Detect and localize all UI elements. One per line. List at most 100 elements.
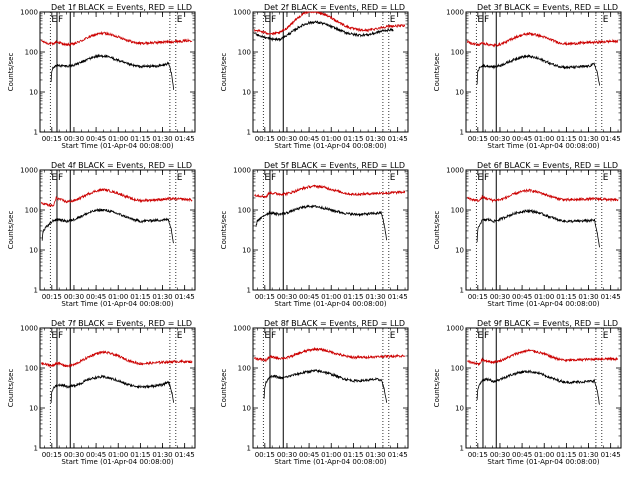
y-tick-label: 10 xyxy=(29,247,38,255)
x-tick-label: 01:00 xyxy=(108,293,128,301)
y-tick-label: 100 xyxy=(238,365,251,373)
x-tick-label: 00:45 xyxy=(86,451,106,459)
x-tick-label: 01:15 xyxy=(130,293,150,301)
y-tick-label: 1000 xyxy=(20,325,38,333)
panel-det-8f: Det 8f BLACK = Events, RED = LLD 1 10 100 10… xyxy=(220,319,409,466)
x-tick-label: 00:45 xyxy=(86,135,106,143)
y-axis-label: Counts/sec xyxy=(220,211,228,250)
x-tick-label: 00:45 xyxy=(512,293,532,301)
x-tick-label: 00:45 xyxy=(86,293,106,301)
marker-e: E xyxy=(51,173,57,183)
marker-e: E xyxy=(177,331,183,341)
x-tick-label: 00:45 xyxy=(299,451,319,459)
series-events xyxy=(50,53,174,90)
x-tick-label: 00:30 xyxy=(490,135,510,143)
panel-title: Det 5f BLACK = Events, RED = LLD xyxy=(264,161,405,170)
x-tick-label: 01:00 xyxy=(108,451,128,459)
y-tick-label: 1 xyxy=(247,287,251,295)
x-tick-label: 00:15 xyxy=(42,451,62,459)
y-tick-label: 10 xyxy=(29,405,38,413)
x-tick-label: 01:30 xyxy=(365,451,385,459)
series-events xyxy=(255,204,387,241)
series-events xyxy=(476,369,600,405)
series-lld xyxy=(254,346,406,363)
x-tick-label: 01:15 xyxy=(343,135,363,143)
series-lld xyxy=(41,187,193,208)
marker-f: F xyxy=(271,331,276,341)
y-tick-label: 100 xyxy=(451,49,464,57)
x-tick-label: 01:15 xyxy=(343,293,363,301)
panel-det-1f: Det 1f BLACK = Events, RED = LLD 1 10 100 10… xyxy=(7,3,196,150)
x-tick-label: 01:45 xyxy=(175,293,195,301)
x-tick-label: 01:30 xyxy=(365,135,385,143)
panel-title: Det 4f BLACK = Events, RED = LLD xyxy=(51,161,192,170)
plot-frame xyxy=(39,327,196,449)
y-tick-label: 10 xyxy=(242,405,251,413)
x-tick-label: 01:45 xyxy=(601,135,621,143)
x-tick-label: 00:45 xyxy=(299,135,319,143)
x-tick-label: 00:45 xyxy=(512,451,532,459)
marker-e: E xyxy=(51,331,57,341)
marker-e: E xyxy=(603,173,609,183)
x-tick-label: 01:45 xyxy=(601,451,621,459)
x-tick-label: 01:30 xyxy=(578,135,598,143)
marker-e: E xyxy=(603,15,609,25)
x-tick-label: 01:15 xyxy=(556,293,576,301)
x-axis-label: Start Time (01-Apr-04 00:08:00) xyxy=(487,458,599,466)
y-tick-label: 100 xyxy=(25,365,38,373)
x-axis-label: Start Time (01-Apr-04 00:08:00) xyxy=(487,300,599,308)
marker-e: E xyxy=(477,15,483,25)
series-lld xyxy=(467,31,619,48)
panel-title: Det 8f BLACK = Events, RED = LLD xyxy=(264,319,405,328)
x-tick-label: 00:30 xyxy=(277,293,297,301)
x-axis-label: Start Time (01-Apr-04 00:08:00) xyxy=(61,142,173,150)
panel-title: Det 3f BLACK = Events, RED = LLD xyxy=(477,3,618,12)
series-lld xyxy=(254,11,406,36)
x-axis-label: Start Time (01-Apr-04 00:08:00) xyxy=(274,142,386,150)
x-tick-label: 01:45 xyxy=(601,293,621,301)
x-tick-label: 01:00 xyxy=(321,293,341,301)
series-lld xyxy=(254,184,406,199)
x-tick-label: 01:30 xyxy=(365,293,385,301)
x-tick-label: 00:15 xyxy=(255,451,275,459)
marker-e: E xyxy=(390,173,396,183)
x-tick-label: 01:45 xyxy=(175,451,195,459)
x-tick-label: 00:30 xyxy=(64,293,84,301)
x-tick-label: 00:45 xyxy=(512,135,532,143)
x-tick-label: 01:00 xyxy=(108,135,128,143)
series-events xyxy=(50,374,174,404)
y-tick-label: 100 xyxy=(25,49,38,57)
y-tick-label: 1000 xyxy=(446,9,464,17)
marker-f: F xyxy=(271,15,276,25)
panel-title: Det 2f BLACK = Events, RED = LLD xyxy=(264,3,405,12)
x-tick-label: 01:15 xyxy=(343,451,363,459)
x-tick-label: 01:30 xyxy=(152,293,172,301)
y-tick-label: 1 xyxy=(247,445,251,453)
x-tick-label: 00:15 xyxy=(468,293,488,301)
x-tick-label: 01:30 xyxy=(578,451,598,459)
marker-e: E xyxy=(264,15,270,25)
marker-e: E xyxy=(477,173,483,183)
x-tick-label: 01:15 xyxy=(130,135,150,143)
x-tick-label: 01:00 xyxy=(321,135,341,143)
x-tick-label: 01:00 xyxy=(321,451,341,459)
x-tick-label: 01:15 xyxy=(556,135,576,143)
plot-frame xyxy=(252,169,409,291)
y-axis-label: Counts/sec xyxy=(7,369,15,408)
y-tick-label: 1000 xyxy=(233,167,251,175)
y-tick-label: 1000 xyxy=(233,9,251,17)
series-lld xyxy=(41,350,193,368)
plot-frame xyxy=(465,169,622,291)
y-tick-label: 1 xyxy=(34,129,38,137)
series-lld xyxy=(467,348,618,367)
marker-e: E xyxy=(603,331,609,341)
marker-f: F xyxy=(484,173,489,183)
x-tick-label: 01:30 xyxy=(152,451,172,459)
x-tick-label: 01:30 xyxy=(578,293,598,301)
x-tick-label: 00:30 xyxy=(490,293,510,301)
series-events xyxy=(476,208,600,248)
series-events xyxy=(263,368,387,403)
y-axis-label: Counts/sec xyxy=(220,53,228,92)
y-tick-label: 1 xyxy=(34,445,38,453)
marker-e: E xyxy=(264,173,270,183)
